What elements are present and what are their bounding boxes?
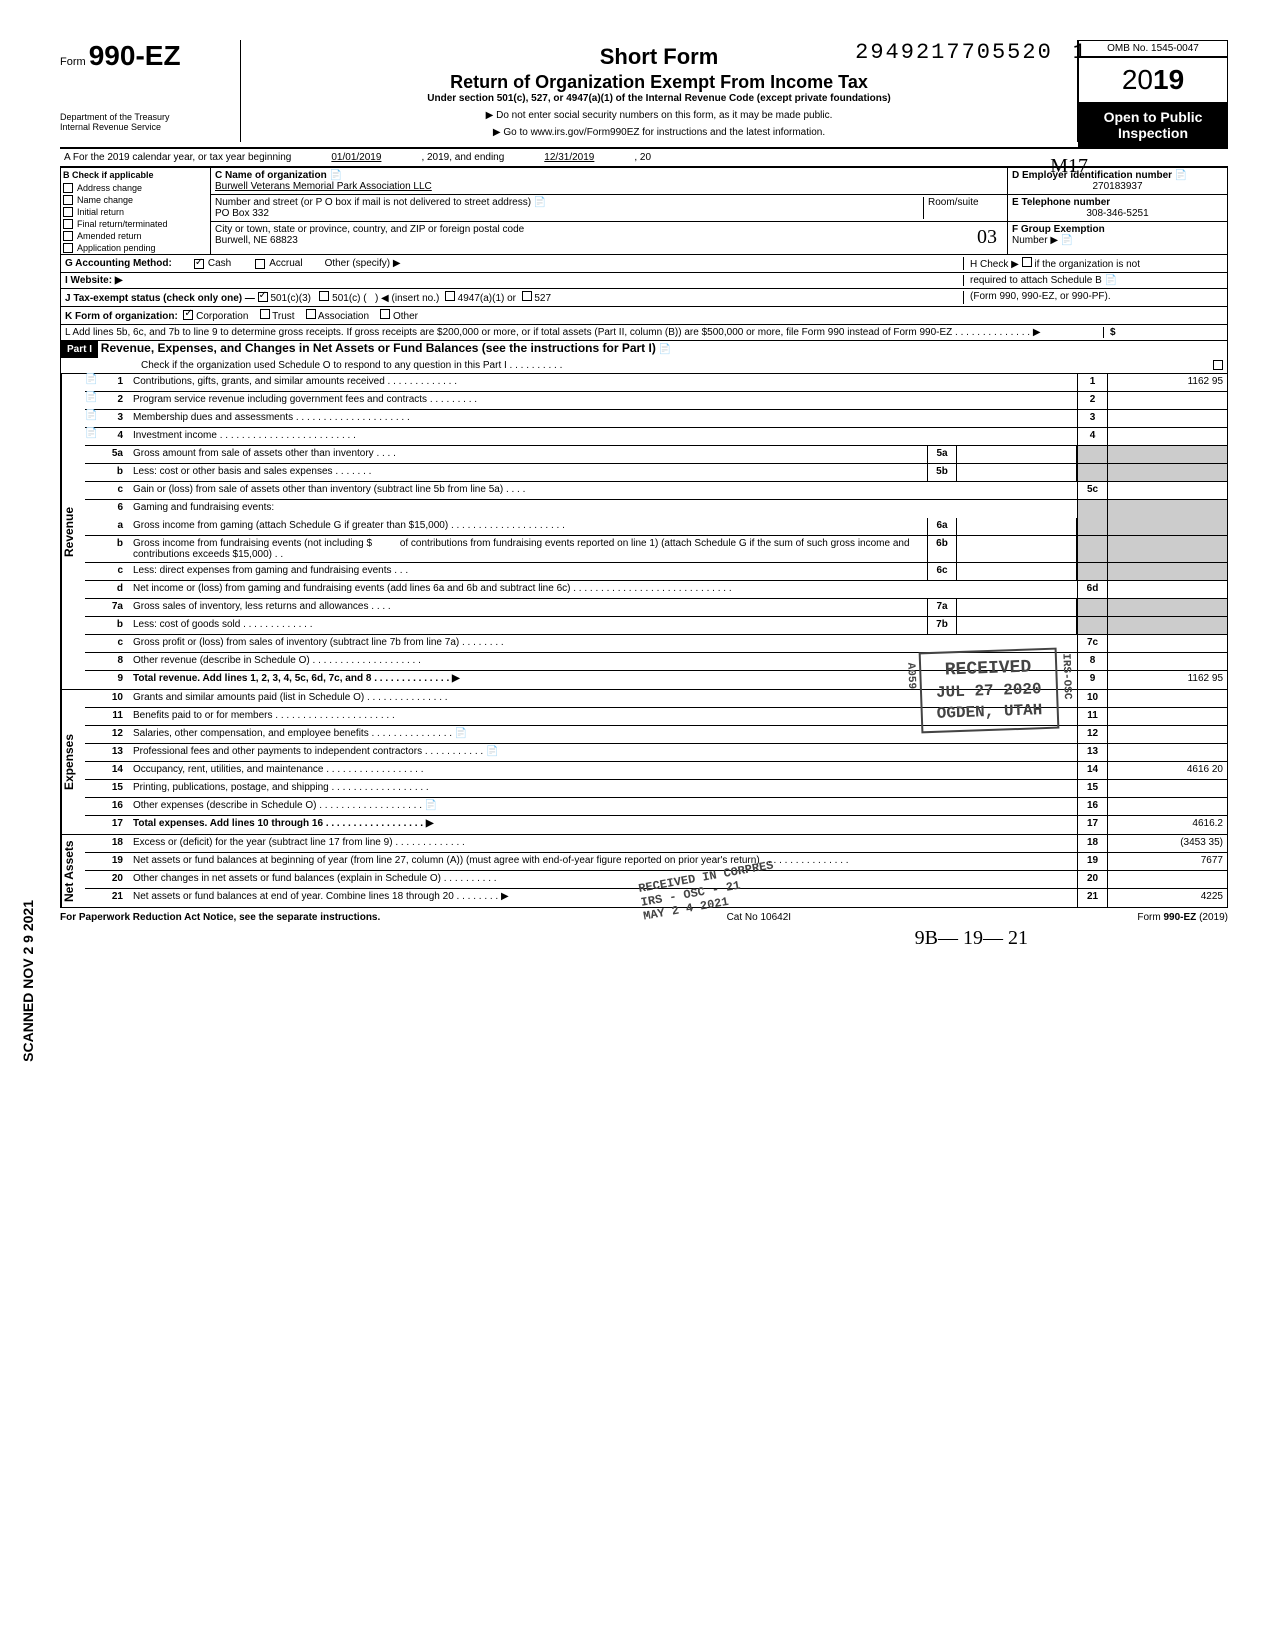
row-g: G Accounting Method: Cash Accrual Other … bbox=[60, 255, 1228, 273]
chk-final-return[interactable]: Final return/terminated bbox=[61, 218, 210, 230]
revenue-section: Revenue 📄1Contributions, gifts, grants, … bbox=[60, 374, 1228, 690]
phone: 308-346-5251 bbox=[1012, 208, 1223, 219]
part1-header-row: Part I Revenue, Expenses, and Changes in… bbox=[60, 341, 1228, 374]
ein-label: D Employer identification number bbox=[1012, 170, 1172, 181]
instr-url: ▶ Go to www.irs.gov/Form990EZ for instru… bbox=[251, 127, 1067, 138]
row-l: L Add lines 5b, 6c, and 7b to line 9 to … bbox=[60, 325, 1228, 341]
org-addr: PO Box 332 bbox=[215, 208, 269, 219]
val-line17: 4616.2 bbox=[1107, 816, 1227, 834]
chk-schedule-o[interactable] bbox=[1213, 360, 1223, 370]
part1-title: Revenue, Expenses, and Changes in Net As… bbox=[101, 341, 656, 355]
row-i: I Website: ▶ required to attach Schedule… bbox=[60, 273, 1228, 289]
side-revenue: Revenue bbox=[61, 374, 85, 689]
col-b-header: B Check if applicable bbox=[61, 168, 210, 182]
ein: 270183937 bbox=[1012, 181, 1223, 192]
chk-address-change[interactable]: Address change bbox=[61, 182, 210, 194]
chk-accrual[interactable]: Accrual bbox=[253, 257, 304, 270]
side-netassets: Net Assets bbox=[61, 835, 85, 907]
chk-cash[interactable]: Cash bbox=[192, 257, 233, 270]
year-begin: 01/01/2019 bbox=[331, 152, 381, 163]
city-label: City or town, state or province, country… bbox=[215, 224, 524, 235]
chk-4947[interactable] bbox=[445, 291, 455, 301]
val-line19: 7677 bbox=[1107, 853, 1227, 870]
phone-label: E Telephone number bbox=[1012, 197, 1110, 208]
dept-irs: Internal Revenue Service bbox=[60, 122, 240, 132]
chk-other-org[interactable] bbox=[380, 309, 390, 319]
chk-501c3[interactable] bbox=[258, 292, 268, 302]
row-j: J Tax-exempt status (check only one) — 5… bbox=[60, 289, 1228, 307]
val-line21: 4225 bbox=[1107, 889, 1227, 907]
chk-amended-return[interactable]: Amended return bbox=[61, 230, 210, 242]
side-expenses: Expenses bbox=[61, 690, 85, 834]
name-label: C Name of organization bbox=[215, 170, 327, 181]
form-subhead: Under section 501(c), 527, or 4947(a)(1)… bbox=[251, 93, 1067, 104]
handwriting-city: 03 bbox=[977, 226, 997, 249]
omb-number: OMB No. 1545-0047 bbox=[1078, 40, 1228, 57]
form-subtitle: Return of Organization Exempt From Incom… bbox=[251, 72, 1067, 93]
val-line14: 4616 20 bbox=[1107, 762, 1227, 779]
stamp-scanned: SCANNED NOV 2 9 2021 bbox=[20, 900, 36, 1062]
chk-application-pending[interactable]: Application pending bbox=[61, 242, 210, 254]
part1-label: Part I bbox=[61, 341, 98, 358]
chk-trust[interactable] bbox=[260, 309, 270, 319]
handwriting-sig: 9B— 19— 21 bbox=[915, 927, 1028, 950]
handwriting-topright: M17 bbox=[1050, 155, 1088, 178]
group-label: F Group Exemption bbox=[1012, 224, 1105, 235]
dept-treasury: Department of the Treasury bbox=[60, 112, 240, 122]
val-line9: 1162 95 bbox=[1107, 671, 1227, 689]
stamp-received: RECEIVED JUL 27 2020 A059 IRS-OSC OGDEN,… bbox=[919, 648, 1059, 734]
chk-527[interactable] bbox=[522, 291, 532, 301]
org-name: Burwell Veterans Memorial Park Associati… bbox=[215, 181, 432, 192]
chk-initial-return[interactable]: Initial return bbox=[61, 206, 210, 218]
instr-ssn: ▶ Do not enter social security numbers o… bbox=[251, 110, 1067, 121]
addr-label: Number and street (or P O box if mail is… bbox=[215, 197, 531, 208]
chk-corporation[interactable] bbox=[183, 310, 193, 320]
header-grid: B Check if applicable Address change Nam… bbox=[60, 167, 1228, 255]
dln: 29492177055201 bbox=[855, 40, 1088, 65]
row-k: K Form of organization: Corporation Trus… bbox=[60, 307, 1228, 325]
room-suite: Room/suite bbox=[923, 197, 1003, 219]
chk-name-change[interactable]: Name change bbox=[61, 194, 210, 206]
val-line1: 1162 95 bbox=[1107, 374, 1227, 391]
val-line18: (3453 35) bbox=[1107, 835, 1227, 852]
year-end: 12/31/2019 bbox=[544, 152, 594, 163]
chk-501c[interactable] bbox=[319, 291, 329, 301]
chk-schedule-b[interactable] bbox=[1022, 257, 1032, 267]
org-city: Burwell, NE 68823 bbox=[215, 235, 298, 246]
open-public-badge: Open to Public Inspection bbox=[1078, 103, 1228, 147]
chk-association[interactable] bbox=[306, 309, 316, 319]
tax-year: 2019 bbox=[1078, 57, 1228, 103]
form-number: Form 990-EZ bbox=[60, 40, 240, 72]
